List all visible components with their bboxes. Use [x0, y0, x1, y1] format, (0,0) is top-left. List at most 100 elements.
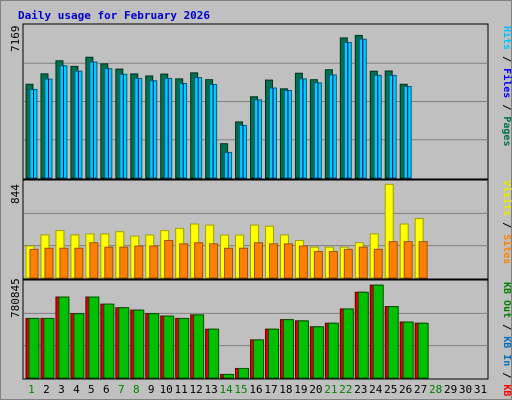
bar-kbout — [103, 303, 115, 379]
x-tick-label: 18 — [279, 383, 292, 396]
x-tick-label: 27 — [414, 383, 427, 396]
x-tick-label: 19 — [294, 383, 307, 396]
bar-sites — [388, 241, 398, 279]
legend-separator: / — [501, 324, 512, 336]
bar-kbout — [417, 322, 429, 379]
bar-pages — [137, 78, 139, 178]
bar-sites — [343, 248, 353, 279]
bar-sites — [328, 251, 338, 279]
x-tick-label: 22 — [339, 383, 352, 396]
bar-sites — [418, 241, 428, 279]
x-tick-label: 15 — [234, 383, 247, 396]
bar-kbout — [402, 321, 414, 379]
bar-kbout — [267, 328, 279, 379]
bar-pages — [167, 78, 169, 178]
x-tick-label: 13 — [204, 383, 217, 396]
bar-sites — [358, 246, 368, 279]
bar-pages — [347, 42, 349, 178]
bar-pages — [392, 75, 394, 178]
bar-pages — [257, 99, 259, 178]
x-tick-label: 7 — [118, 383, 125, 396]
x-tick-label: 24 — [369, 383, 383, 396]
bar-sites — [283, 243, 293, 279]
middle-ymax-label: 844 — [9, 184, 22, 204]
bar-sites — [313, 251, 323, 279]
bar-kbout — [43, 317, 55, 379]
bar-pages — [107, 68, 109, 178]
chart-title: Daily usage for February 2026 — [18, 9, 210, 22]
bar-pages — [182, 83, 184, 178]
bar-sites — [164, 240, 174, 279]
x-tick-label: 14 — [219, 383, 233, 396]
bar-kbout — [58, 296, 70, 379]
bar-kbout — [118, 307, 130, 379]
bar-pages — [242, 125, 244, 178]
bar-sites — [134, 245, 144, 279]
bar-kbout — [387, 306, 399, 379]
bar-kbout — [357, 291, 369, 379]
bar-sites — [149, 245, 159, 279]
bar-kbout — [208, 328, 220, 379]
legend-pages-label: Pages — [501, 116, 512, 146]
x-tick-label: 4 — [73, 383, 80, 396]
bar-pages — [362, 39, 364, 178]
x-tick-label: 10 — [160, 383, 173, 396]
bar-pages — [302, 78, 304, 178]
middle-legend: Visits / Sites — [501, 180, 512, 264]
bar-sites — [239, 247, 249, 279]
bar-kbout — [28, 317, 40, 379]
legend-separator: / — [501, 104, 512, 116]
x-tick-label: 9 — [148, 383, 155, 396]
bar-kbout — [73, 313, 85, 379]
legend-files-label: Files — [501, 68, 512, 98]
x-tick-label: 31 — [474, 383, 487, 396]
bar-kbout — [148, 313, 160, 379]
x-tick-label: 16 — [249, 383, 262, 396]
bar-sites — [254, 242, 264, 279]
legend-separator: / — [501, 372, 512, 384]
x-tick-label: 12 — [190, 383, 203, 396]
bar-kbout — [178, 317, 190, 379]
bar-sites — [29, 248, 39, 279]
bar-sites — [209, 243, 219, 279]
bar-sites — [373, 248, 383, 279]
bar-sites — [224, 247, 234, 279]
bar-pages — [317, 82, 319, 178]
x-tick-label: 25 — [384, 383, 397, 396]
bars-layer — [24, 34, 488, 379]
bar-kbout — [238, 367, 250, 379]
x-tick-label: 11 — [175, 383, 188, 396]
bar-sites — [268, 243, 278, 279]
bar-pages — [77, 71, 79, 178]
bar-pages — [47, 79, 49, 178]
top-legend: Hits / Files / Pages — [501, 26, 512, 146]
bar-sites — [59, 247, 69, 279]
x-tick-label: 30 — [459, 383, 472, 396]
bar-pages — [197, 77, 199, 178]
legend-separator: / — [501, 56, 512, 68]
bar-pages — [272, 88, 274, 178]
legend-kbf-label: KB F — [501, 384, 512, 400]
bar-sites — [104, 246, 114, 279]
legend-separator: / — [501, 222, 512, 234]
bottom-legend: KB Out / KB In / KB F — [501, 282, 512, 400]
legend-sites-label: Sites — [501, 234, 512, 264]
bar-pages — [92, 62, 94, 178]
bar-pages — [287, 90, 289, 178]
x-tick-label: 17 — [264, 383, 277, 396]
bar-sites — [89, 242, 99, 279]
x-tick-label: 21 — [324, 383, 337, 396]
bar-pages — [407, 86, 409, 178]
bar-sites — [194, 242, 204, 279]
bar-sites — [298, 245, 308, 279]
x-tick-label: 20 — [309, 383, 322, 396]
x-axis-labels: 1 2 3 4 5 6 7 8 9 10 11 12 13 14 15 16 17 18 19 20 21 22 23 24 2… — [28, 383, 487, 396]
x-tick-label: 8 — [133, 383, 140, 396]
bar-kbout — [193, 314, 205, 379]
bar-kbout — [372, 284, 384, 379]
bar-kbout — [297, 320, 309, 379]
bar-sites — [119, 246, 129, 279]
bar-kbout — [133, 309, 145, 379]
bar-sites — [179, 243, 189, 279]
